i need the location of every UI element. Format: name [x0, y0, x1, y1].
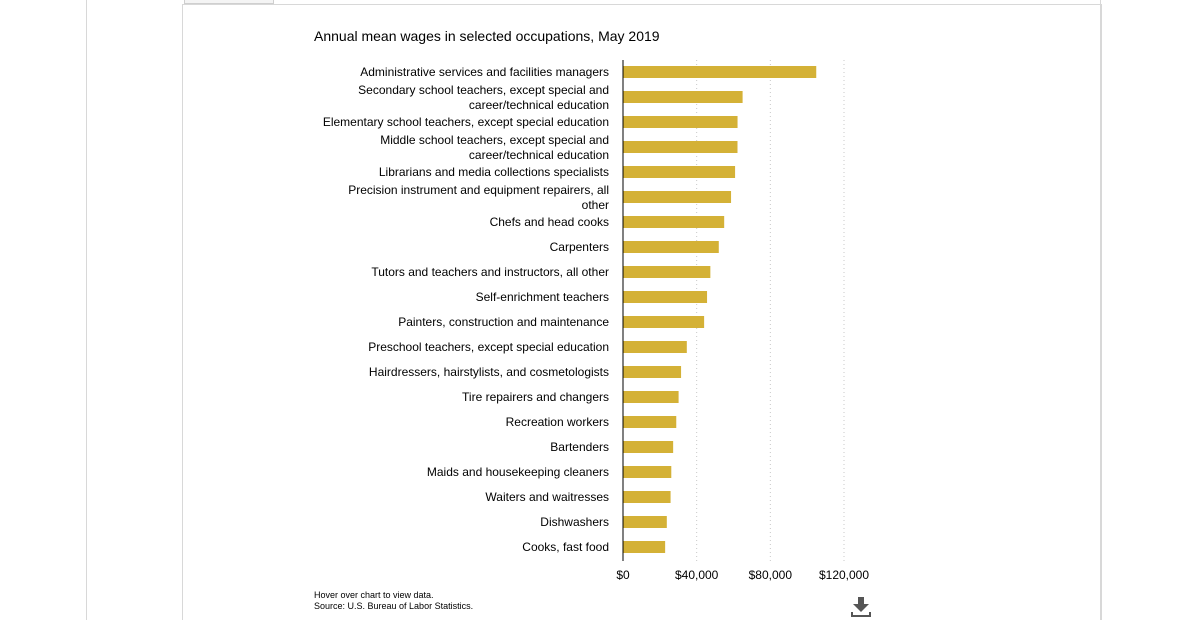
category-label: Bartenders — [550, 440, 609, 454]
download-icon — [851, 597, 871, 617]
bar[interactable] — [623, 391, 679, 403]
x-tick-label: $120,000 — [819, 568, 869, 582]
category-label: Elementary school teachers, except speci… — [323, 115, 609, 129]
bar[interactable] — [623, 341, 687, 353]
category-label: Librarians and media collections special… — [379, 165, 609, 179]
bar[interactable] — [623, 541, 666, 553]
category-label: career/technical education — [469, 148, 609, 162]
bar[interactable] — [623, 241, 719, 253]
category-label: Secondary school teachers, except specia… — [358, 83, 609, 97]
bar[interactable] — [623, 191, 732, 203]
category-label: Tire repairers and changers — [462, 390, 609, 404]
category-label: Painters, construction and maintenance — [398, 315, 609, 329]
tab-stub[interactable] — [184, 0, 274, 4]
bar[interactable] — [623, 416, 677, 428]
bar[interactable] — [623, 516, 667, 528]
bar[interactable] — [623, 66, 817, 78]
category-label: Preschool teachers, except special educa… — [368, 340, 609, 354]
chart-title: Annual mean wages in selected occupation… — [314, 28, 660, 44]
category-label: Cooks, fast food — [522, 540, 609, 554]
category-label: Hairdressers, hairstylists, and cosmetol… — [369, 365, 609, 379]
bar[interactable] — [623, 366, 682, 378]
bar[interactable] — [623, 316, 705, 328]
download-button[interactable] — [849, 594, 873, 618]
category-label: Waiters and waitresses — [485, 490, 609, 504]
x-tick-label: $40,000 — [675, 568, 719, 582]
chart-notes: Hover over chart to view data. Source: U… — [314, 590, 473, 612]
category-label: Precision instrument and equipment repai… — [348, 183, 609, 197]
bar[interactable] — [623, 291, 708, 303]
category-label: Carpenters — [550, 240, 609, 254]
category-label: Recreation workers — [506, 415, 609, 429]
x-tick-label: $0 — [616, 568, 630, 582]
category-label: Dishwashers — [540, 515, 609, 529]
hover-note: Hover over chart to view data. — [314, 590, 434, 600]
category-label: Maids and housekeeping cleaners — [427, 465, 609, 479]
category-label: Chefs and head cooks — [490, 215, 609, 229]
x-tick-label: $80,000 — [749, 568, 793, 582]
category-label: Tutors and teachers and instructors, all… — [371, 265, 609, 279]
category-label: Administrative services and facilities m… — [360, 65, 609, 79]
bar[interactable] — [623, 266, 711, 278]
page-frame — [86, 0, 1101, 620]
bar[interactable] — [623, 166, 736, 178]
chart-panel — [182, 4, 1102, 620]
bar[interactable] — [623, 216, 725, 228]
category-label: Self-enrichment teachers — [476, 290, 609, 304]
bar[interactable] — [623, 441, 674, 453]
bar[interactable] — [623, 141, 738, 153]
bar[interactable] — [623, 91, 743, 103]
category-label: other — [582, 198, 609, 212]
bar[interactable] — [623, 491, 671, 503]
source-note: Source: U.S. Bureau of Labor Statistics. — [314, 601, 474, 611]
category-label: Middle school teachers, except special a… — [380, 133, 609, 147]
bar[interactable] — [623, 116, 738, 128]
category-label: career/technical education — [469, 98, 609, 112]
bar[interactable] — [623, 466, 672, 478]
